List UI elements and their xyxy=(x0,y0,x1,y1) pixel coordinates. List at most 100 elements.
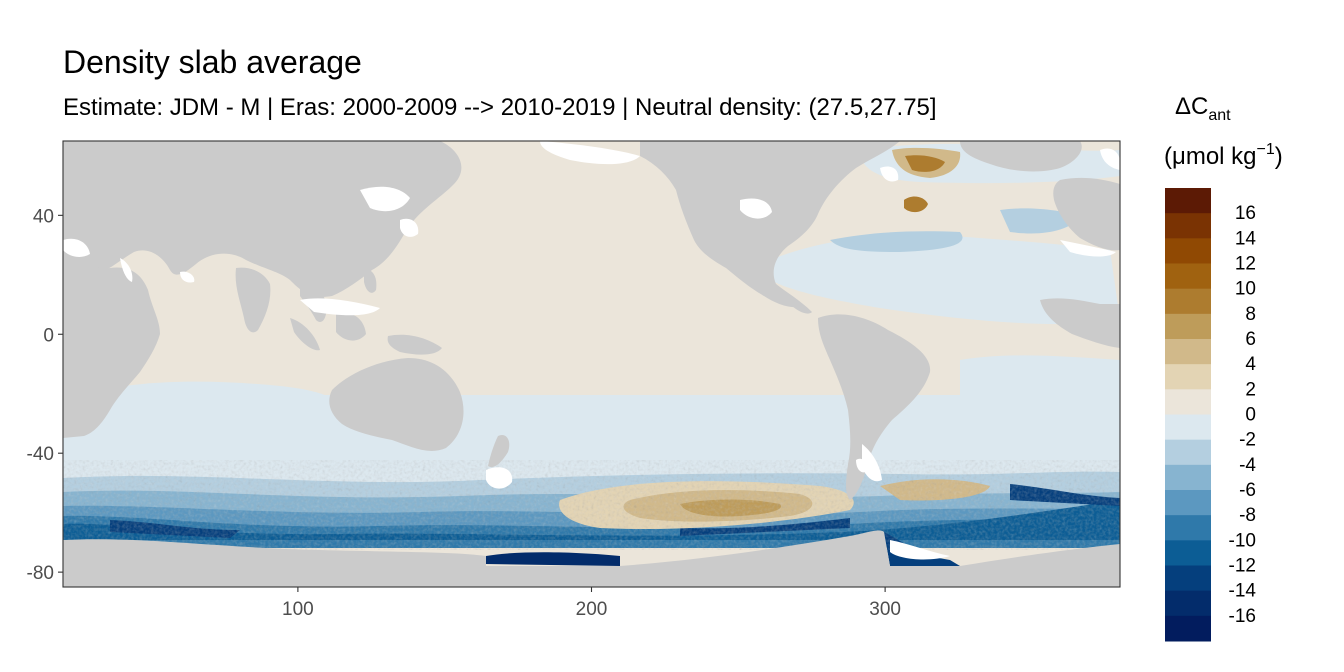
land-kamchatka xyxy=(420,170,447,197)
land-india xyxy=(235,267,271,333)
legend-tick-label: -2 xyxy=(1239,430,1256,451)
legend-tick-label: 14 xyxy=(1235,228,1257,249)
no-data xyxy=(63,141,1120,560)
no-data-patagonia-shelf xyxy=(856,458,867,473)
legend-tick-label: 2 xyxy=(1245,379,1256,400)
east-pacific-light xyxy=(600,395,820,440)
chart-subtitle: Estimate: JDM - M | Eras: 2000-2009 --> … xyxy=(63,94,937,121)
legend-unit-exp: −1 xyxy=(1257,141,1275,158)
no-data-hudson-bay xyxy=(740,198,772,219)
legend-swatch xyxy=(1165,263,1211,290)
x-axis: 100 200 300 xyxy=(282,587,901,620)
legend-swatch xyxy=(1165,615,1211,642)
legend-tick-label: 6 xyxy=(1245,329,1256,350)
legend-swatch xyxy=(1165,188,1211,214)
legend-swatch xyxy=(1165,288,1211,315)
land-sumatra xyxy=(290,318,320,351)
legend-swatch xyxy=(1165,414,1211,441)
legend-tick-label: -4 xyxy=(1239,455,1256,476)
x-tick-label: 200 xyxy=(576,599,608,620)
no-data-baffin xyxy=(880,166,899,182)
legend-tick-label: 10 xyxy=(1235,279,1256,300)
no-data-west-asia xyxy=(63,238,90,257)
legend-swatch xyxy=(1165,490,1211,516)
labrador-anomaly-core xyxy=(905,155,945,172)
y-tick-label: 40 xyxy=(33,206,54,227)
legend-swatch xyxy=(1165,565,1211,592)
no-data-med xyxy=(1060,240,1116,257)
y-axis: 40 0 -40 -80 xyxy=(27,206,63,584)
land-philippines xyxy=(364,269,377,293)
land-europe xyxy=(1053,177,1120,251)
legend-tick-label: -12 xyxy=(1229,556,1256,577)
legend-colorbar xyxy=(1165,188,1211,642)
map-panel xyxy=(63,141,1120,587)
legend-tick-label: -8 xyxy=(1239,505,1256,526)
land-australia xyxy=(329,358,464,451)
land-north-america xyxy=(640,141,900,308)
no-data-south-america-tip xyxy=(862,444,882,482)
legend-tick-label: -14 xyxy=(1229,581,1257,602)
land-central-america xyxy=(776,284,812,314)
land xyxy=(63,141,1120,587)
land-antarctica xyxy=(63,530,1120,587)
legend-swatch xyxy=(1165,590,1211,617)
legend-swatch xyxy=(1165,439,1211,466)
legend-swatch xyxy=(1165,238,1211,264)
legend-swatch xyxy=(1165,213,1211,239)
weddell-sea-shelf xyxy=(884,532,960,566)
legend: ΔCant (μmol kg−1) 16 14 12 10 8 6 4 2 0 -2 -4 -6 -8 -… xyxy=(1164,93,1283,642)
no-data-persian-gulf xyxy=(180,271,195,283)
legend-tick-label: 12 xyxy=(1235,254,1256,275)
north-atlantic-subtropical xyxy=(770,235,1120,325)
land-africa-west xyxy=(1040,298,1120,348)
ross-sea-shelf xyxy=(486,552,620,566)
chart-title: Density slab average xyxy=(63,44,362,80)
south-atlantic-light xyxy=(960,355,1120,440)
irminger-ring xyxy=(904,196,928,213)
legend-tick-label: 0 xyxy=(1245,405,1256,426)
land-borneo xyxy=(336,312,366,341)
x-tick-label: 100 xyxy=(282,599,314,620)
legend-tick-label: 4 xyxy=(1245,354,1256,375)
y-tick-label: 0 xyxy=(43,325,54,346)
no-data-nordic xyxy=(1100,148,1120,170)
north-atlantic-light xyxy=(830,208,1080,252)
legend-title-line1: ΔCant xyxy=(1175,93,1231,124)
legend-swatch xyxy=(1165,540,1211,566)
land-greenland xyxy=(960,141,1082,172)
legend-tick-label: -10 xyxy=(1229,530,1256,551)
no-data-hudson xyxy=(540,141,640,165)
land-new-guinea xyxy=(387,334,442,355)
legend-title-main: ΔC xyxy=(1175,93,1208,120)
legend-swatch xyxy=(1165,464,1211,491)
land-africa xyxy=(63,260,160,438)
legend-ticks: 16 14 12 10 8 6 4 2 0 -2 -4 -6 -8 -10 -12 -14 -16 xyxy=(1229,203,1257,627)
legend-tick-label: -16 xyxy=(1229,606,1256,627)
legend-swatch xyxy=(1165,364,1211,390)
legend-swatch xyxy=(1165,515,1211,541)
y-tick-label: -80 xyxy=(27,563,54,584)
legend-title-line2: (μmol kg−1) xyxy=(1164,141,1283,170)
y-tick-label: -40 xyxy=(27,444,54,465)
no-data-japan-sea xyxy=(400,218,419,237)
legend-swatch xyxy=(1165,389,1211,415)
land-new-zealand xyxy=(488,434,510,468)
legend-swatch xyxy=(1165,313,1211,340)
indian-ocean-south xyxy=(63,381,344,438)
legend-tick-label: -6 xyxy=(1239,480,1256,501)
land-south-america xyxy=(818,314,931,500)
x-tick-label: 300 xyxy=(869,599,901,620)
no-data-indonesia xyxy=(300,298,380,316)
land-eurasia xyxy=(63,141,462,297)
no-data-red-sea xyxy=(120,258,133,282)
no-data-weddell xyxy=(890,540,950,560)
legend-title-sub: ant xyxy=(1208,107,1231,124)
legend-tick-label: 16 xyxy=(1235,203,1256,224)
legend-swatch xyxy=(1165,339,1211,365)
legend-unit-close: ) xyxy=(1275,143,1283,170)
legend-unit-open: (μmol kg xyxy=(1164,143,1257,170)
no-data-eurasia-edge xyxy=(360,186,410,212)
no-data-new-zealand-shelf xyxy=(486,467,513,489)
